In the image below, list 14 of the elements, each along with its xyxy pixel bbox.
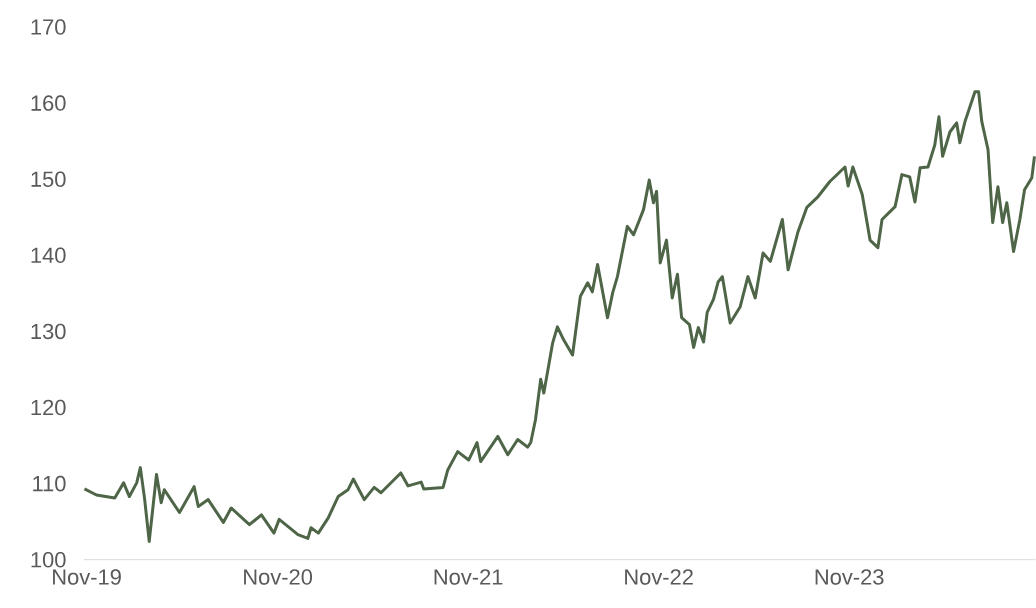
line-series [82,90,1036,544]
y-tick-label: 100 [31,552,66,568]
x-tick-label: Nov-22 [625,569,693,585]
y-tick-label: 160 [31,95,66,111]
x-tick-label: Nov-19 [53,569,121,585]
y-tick-label: 150 [31,171,66,188]
y-tick-label: 130 [31,323,66,340]
y-tick-label: 170 [31,19,66,35]
y-tick-label: 120 [31,399,66,416]
y-tick-label: 140 [31,247,66,264]
x-tick-label: Nov-20 [244,569,313,585]
y-tick-label: 110 [33,476,66,492]
x-tick-label: Nov-23 [815,569,884,585]
x-tick-label: Nov-21 [434,569,503,585]
